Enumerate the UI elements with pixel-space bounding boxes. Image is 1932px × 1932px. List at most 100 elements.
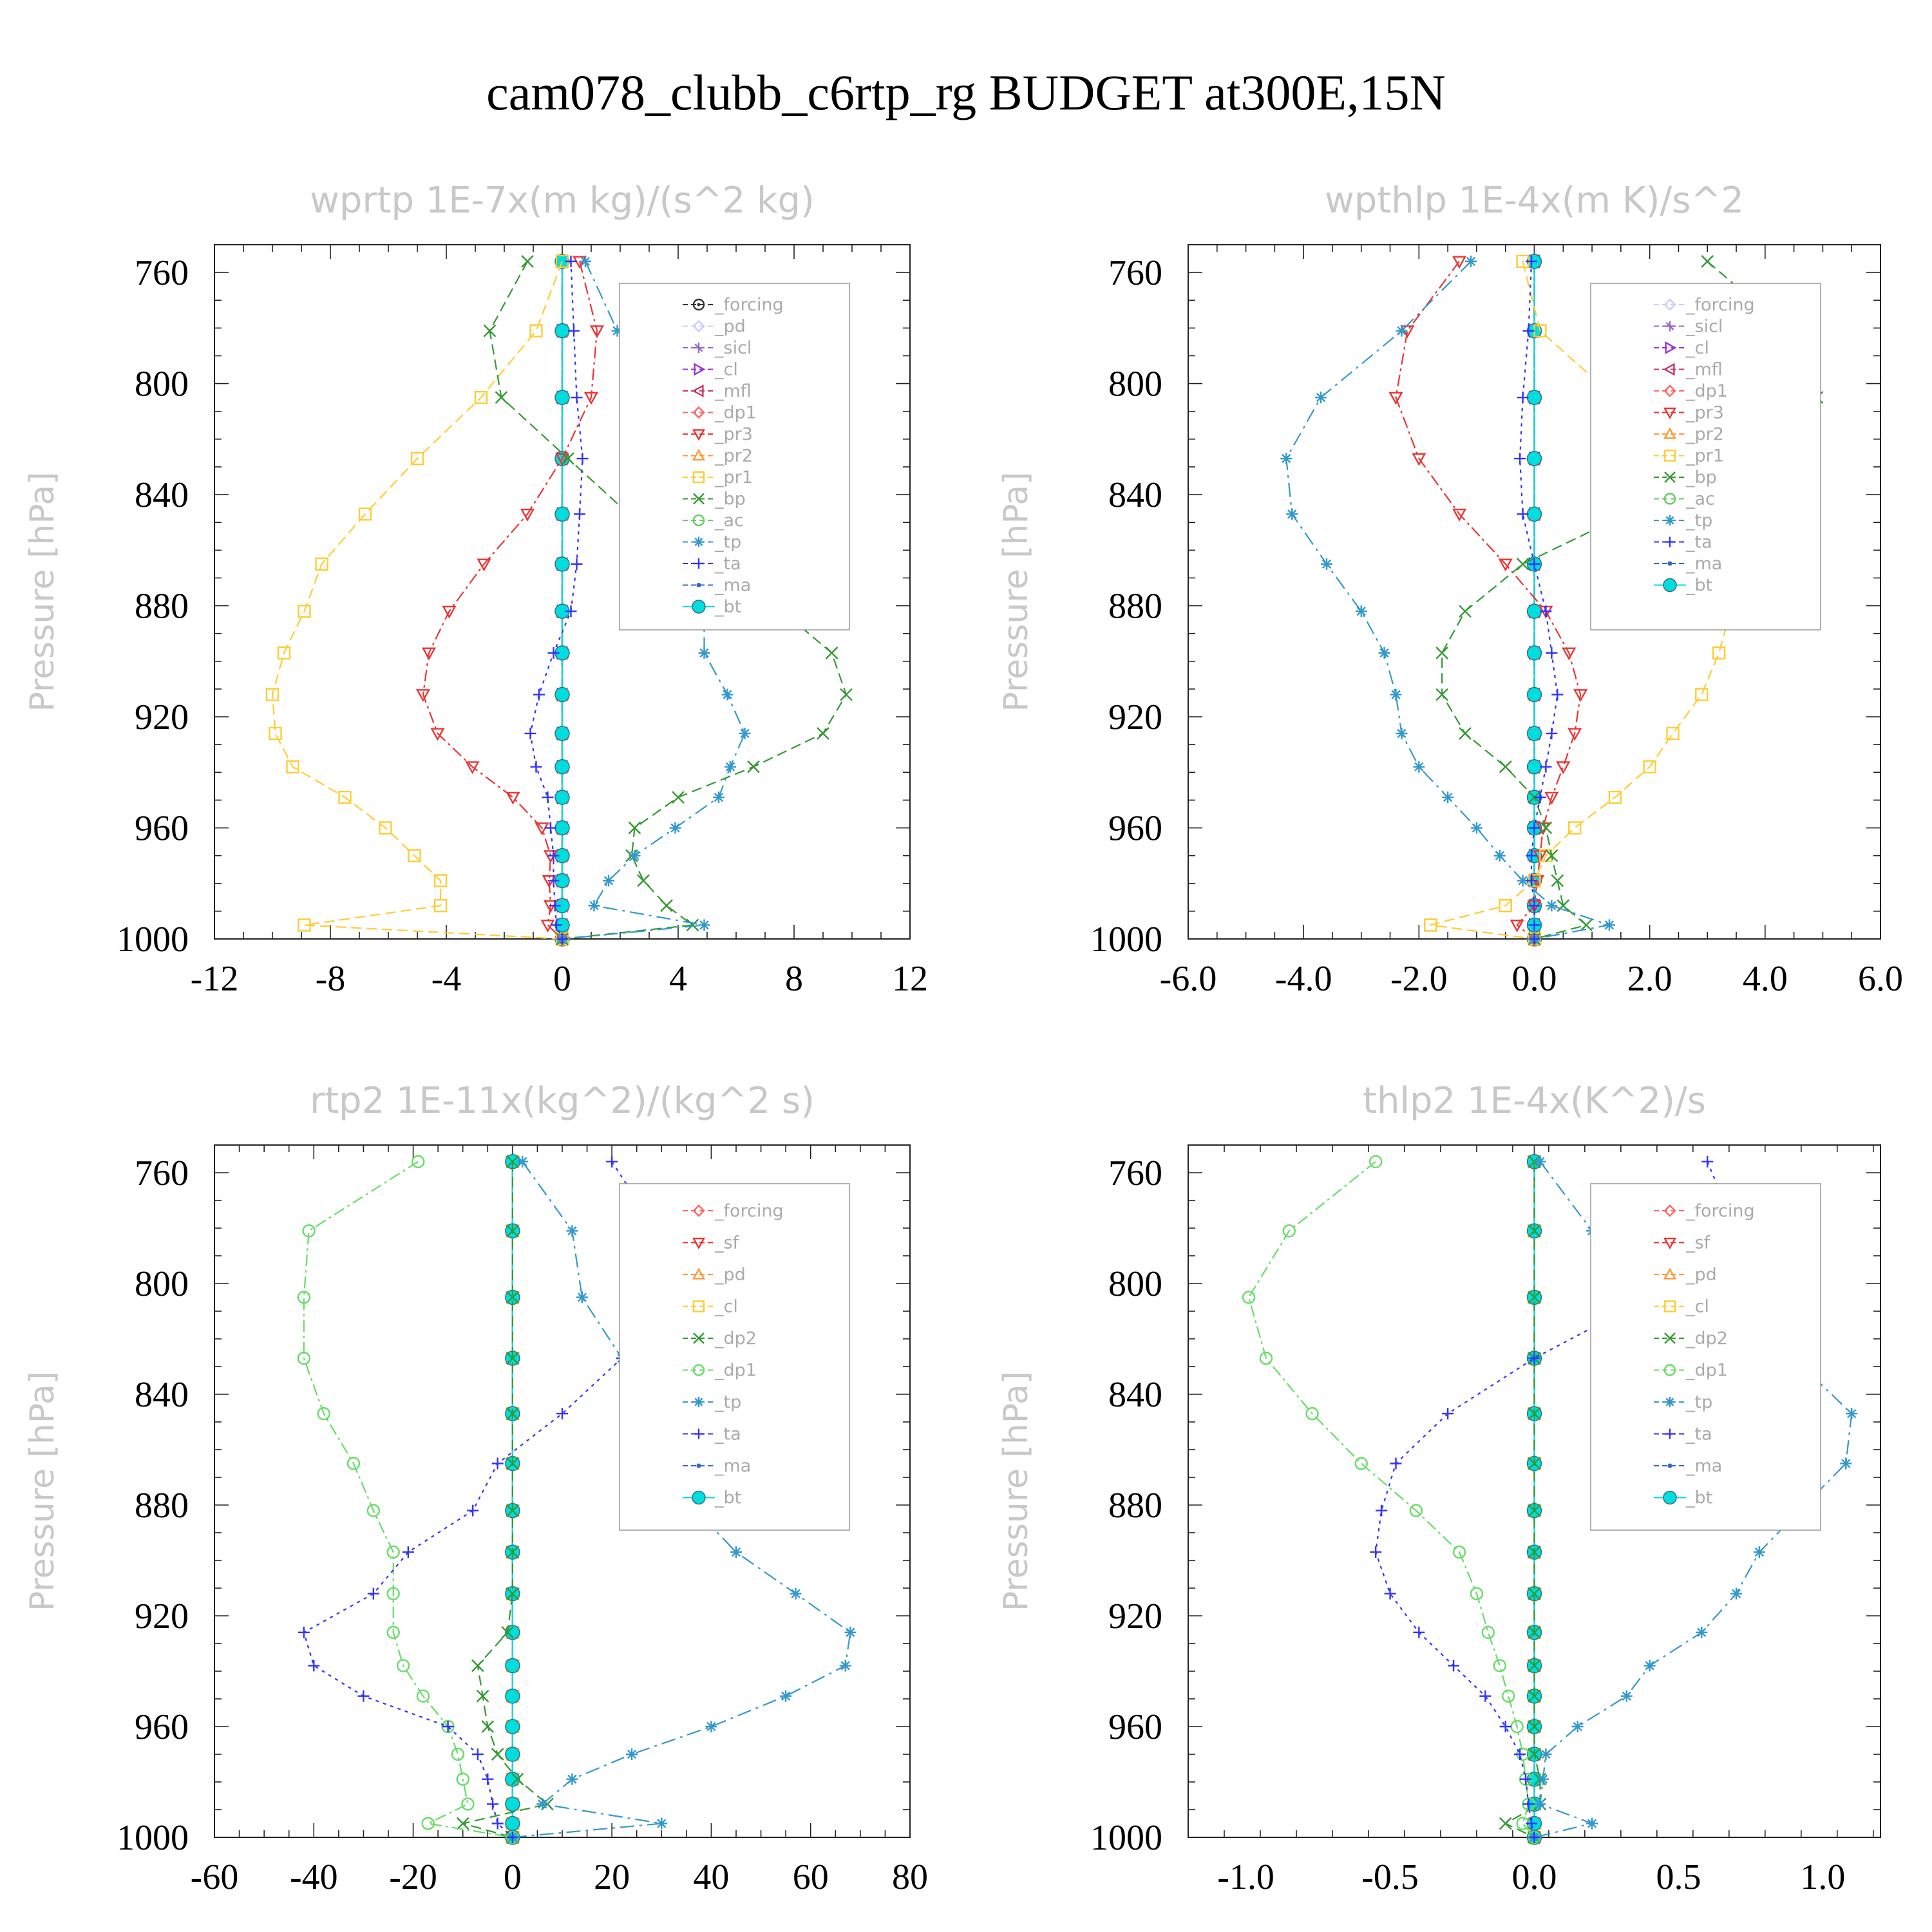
- legend-label: _forcing: [714, 295, 784, 315]
- data-point: [298, 918, 311, 932]
- data-point: [1493, 849, 1506, 862]
- legend-label: _pr1: [1685, 446, 1724, 466]
- legend-marker: [694, 558, 704, 569]
- series-pr1: [265, 254, 569, 946]
- legend-marker: [1665, 536, 1675, 547]
- legend-box: [619, 283, 850, 630]
- legend-label: _dp1: [1685, 381, 1728, 401]
- legend-label: _bt: [1685, 1488, 1712, 1508]
- legend-marker: [694, 343, 704, 353]
- data-point: [637, 874, 650, 887]
- legend-item: _sicl: [683, 338, 752, 358]
- data-point: [442, 605, 457, 619]
- data-point: [461, 1797, 475, 1811]
- legend-label: _sf: [714, 1233, 740, 1253]
- legend-item: _forcing: [683, 295, 784, 315]
- legend-item: _ac: [683, 511, 744, 531]
- legend-item: _sicl: [1654, 317, 1723, 337]
- legend-item: _cl: [1654, 1297, 1709, 1317]
- legend-item: _ma: [683, 1456, 751, 1476]
- data-point: [1534, 791, 1546, 804]
- legend-item: _pr1: [1654, 446, 1724, 466]
- data-point: [790, 1587, 802, 1600]
- series-line: [462, 1161, 549, 1839]
- data-point: [1573, 689, 1588, 703]
- data-point: [366, 1504, 381, 1517]
- data-point: [1452, 1545, 1466, 1559]
- legend-marker: [692, 1364, 705, 1376]
- y-axis-label: Pressure [hPa]: [997, 472, 1036, 712]
- legend-item: _cl: [683, 1297, 738, 1317]
- legend-item: _mfl: [1654, 360, 1723, 380]
- legend-label: _pr3: [1685, 403, 1724, 423]
- data-point: [297, 1351, 311, 1365]
- data-point: [533, 688, 545, 701]
- x-tick-label: -8: [316, 959, 346, 999]
- legend-marker: [1664, 1332, 1676, 1344]
- data-point: [1526, 255, 1538, 267]
- data-point: [721, 688, 734, 701]
- data-point: [1526, 451, 1542, 466]
- data-point: [1499, 899, 1512, 913]
- y-tick-label: 800: [135, 1264, 189, 1304]
- legend-box: [619, 1183, 850, 1531]
- data-point: [1355, 605, 1367, 618]
- legend-marker: [1663, 363, 1675, 376]
- data-point: [1586, 1817, 1598, 1830]
- data-point: [1452, 256, 1467, 269]
- data-point: [433, 874, 448, 887]
- series-pr3: [1388, 256, 1588, 947]
- data-point: [626, 1748, 638, 1760]
- legend-label: _sicl: [714, 338, 752, 358]
- data-point: [1242, 1291, 1256, 1304]
- y-tick-label: 840: [1108, 1375, 1162, 1415]
- data-point: [1528, 1625, 1541, 1639]
- legend-item: _forcing: [1654, 1201, 1755, 1221]
- series-line: [1285, 261, 1613, 940]
- data-point: [481, 1720, 495, 1733]
- data-point: [1546, 727, 1558, 739]
- legend-marker: [694, 1397, 704, 1407]
- series-line: [529, 261, 583, 940]
- data-point: [1376, 1504, 1388, 1517]
- legend-item: _pr3: [1654, 403, 1724, 423]
- data-point: [1528, 933, 1540, 945]
- legend-label: _tp: [714, 1392, 741, 1412]
- x-tick-label: 20: [594, 1857, 630, 1897]
- data-point: [698, 647, 710, 659]
- data-point: [1413, 1626, 1425, 1638]
- y-tick-label: 920: [135, 697, 189, 737]
- x-tick-label: 2.0: [1627, 959, 1672, 999]
- data-point: [825, 647, 838, 659]
- legend-marker: [1663, 1300, 1676, 1312]
- data-point: [547, 647, 560, 659]
- data-point: [451, 1747, 465, 1761]
- series-bt: [1526, 254, 1542, 947]
- legend-marker: [692, 298, 705, 311]
- y-tick-label: 880: [1108, 1486, 1162, 1526]
- legend-label: _dp1: [714, 403, 757, 423]
- legend-item: _dp2: [1654, 1329, 1728, 1349]
- data-point: [554, 453, 570, 466]
- data-point: [1528, 1407, 1541, 1420]
- data-point: [529, 324, 543, 337]
- data-point: [724, 761, 736, 773]
- series-bt: [554, 254, 570, 947]
- series-line: [1519, 261, 1558, 939]
- data-point: [346, 1457, 361, 1470]
- legend-marker: [1663, 1490, 1677, 1505]
- data-point: [386, 1545, 400, 1559]
- legend-marker: [692, 514, 705, 527]
- legend-label: _pr3: [714, 424, 753, 444]
- data-point: [1517, 392, 1529, 404]
- y-tick-label: 1000: [1090, 920, 1162, 960]
- data-point: [1493, 1659, 1506, 1672]
- y-tick-label: 960: [135, 809, 189, 849]
- data-point: [1526, 759, 1542, 775]
- legend-marker: [1667, 561, 1672, 566]
- y-tick-label: 840: [135, 475, 189, 515]
- data-point: [1526, 390, 1542, 405]
- data-point: [1378, 647, 1390, 659]
- data-point: [1546, 900, 1558, 912]
- data-point: [506, 1352, 519, 1365]
